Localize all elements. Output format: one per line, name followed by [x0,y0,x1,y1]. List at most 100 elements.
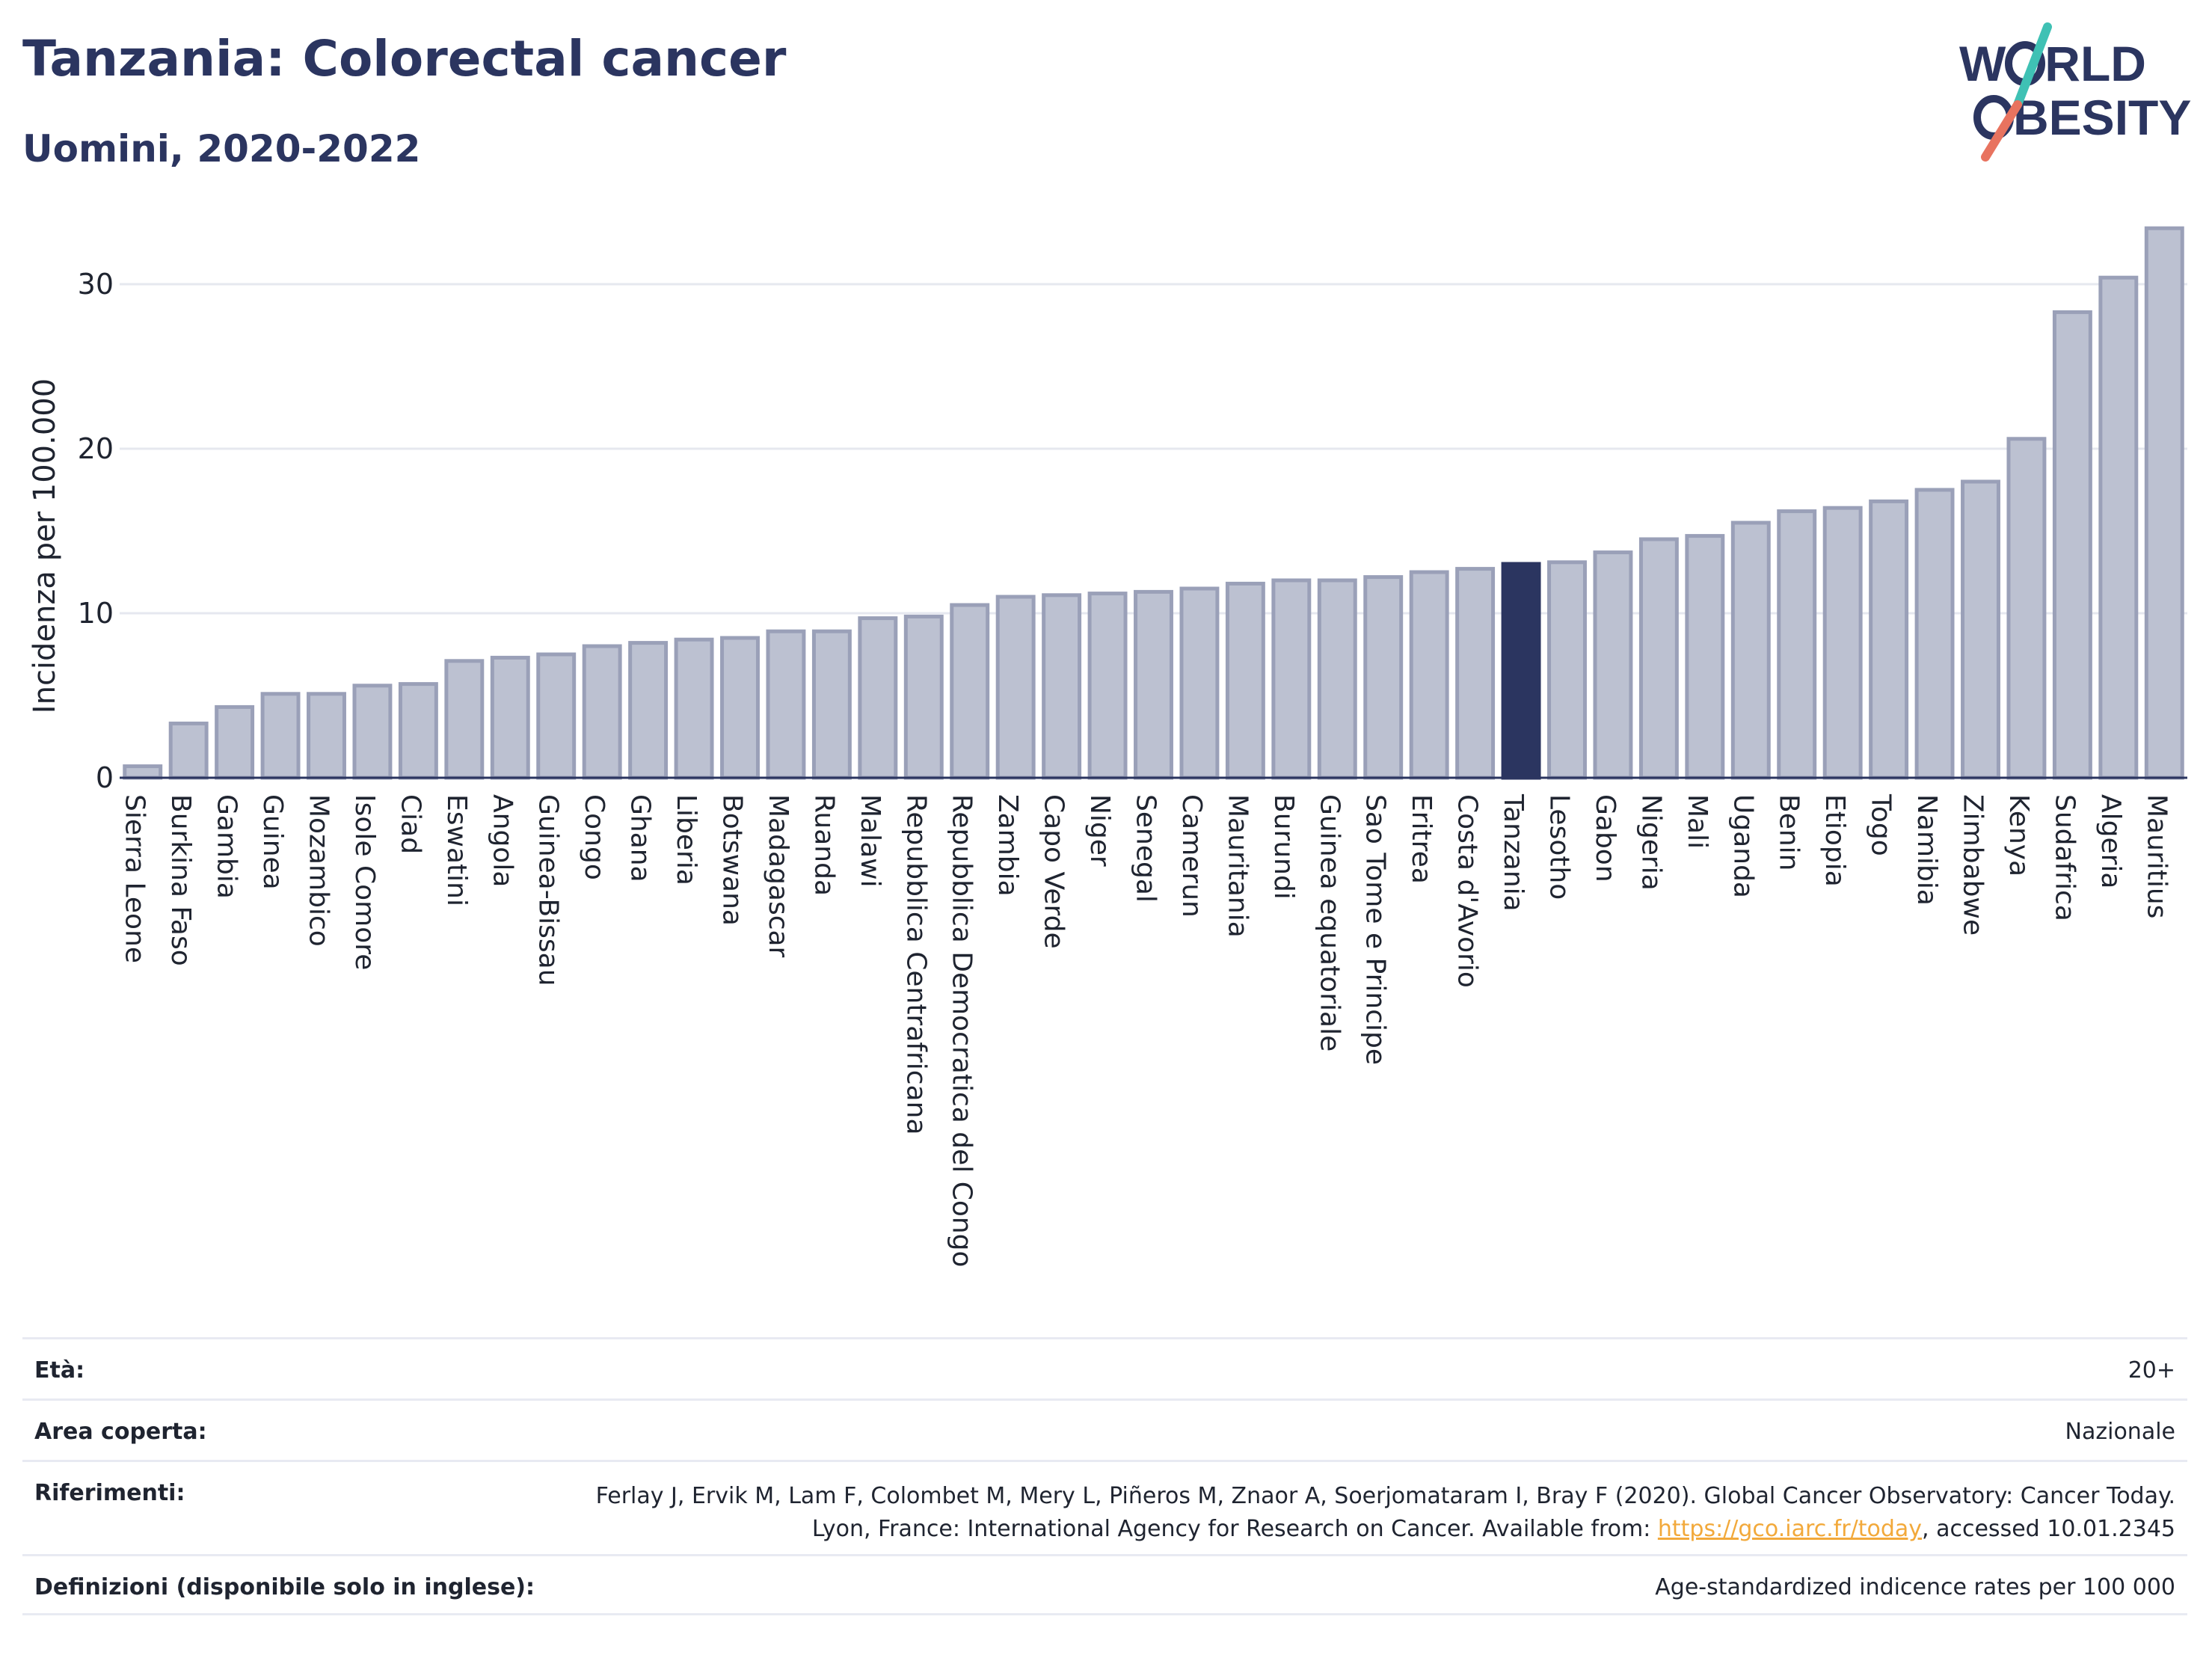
bar-senegal [1134,589,1173,780]
x-tick-label: Costa d'Avorio [1452,794,1483,988]
x-tick-label: Kenya [2003,794,2034,876]
logo-line1-pre: W [1959,36,2006,91]
bar-malawi [858,616,898,780]
bar-kenya [2006,437,2047,780]
x-tick-label: Repubblica Democratica del Congo [947,794,977,1268]
bar-costa-d-avorio [1455,567,1496,780]
area-label: Area coperta: [34,1419,207,1445]
bar-togo [1869,499,1909,780]
logo-line2-post: BESITY [2013,90,2191,145]
references-link[interactable]: https://gco.iarc.fr/today [1657,1516,1923,1542]
x-tick-label: Gambia [212,794,242,899]
definitions-value: Age-standardized indicence rates per 100… [1655,1574,2175,1600]
world-obesity-logo: W RLD BESITY [1959,22,2191,162]
x-tick-label: Eritrea [1406,794,1437,884]
y-axis-label: Incidenza per 100.000 [28,378,62,714]
x-tick-label: Uganda [1727,794,1758,898]
y-tick-label: 0 [96,761,114,794]
bar-zambia [995,595,1036,780]
x-tick-label: Senegal [1131,794,1161,903]
x-tick-label: Isole Comore [349,794,380,970]
bar-ghana [628,641,669,780]
logo-slash-teal [2013,22,2052,109]
bar-burundi [1271,578,1312,780]
references-label: Riferimenti: [34,1480,185,1506]
x-tick-label: Ghana [625,794,656,882]
x-tick-label: Malawi [855,794,885,888]
x-tick-label: Guinea [257,794,288,890]
bar-gambia [215,704,255,780]
x-tick-label: Angola [487,794,517,887]
x-tick-label: Benin [1774,794,1804,871]
bar-niger [1087,592,1128,780]
x-tick-label: Madagascar [763,794,793,958]
references-value: Ferlay J, Ervik M, Lam F, Colombet M, Me… [583,1480,2175,1546]
bar-sierra-leone [123,764,163,780]
bar-guinea [260,692,301,780]
area-value: Nazionale [2065,1419,2175,1445]
info-row-references: Riferimenti: Ferlay J, Ervik M, Lam F, C… [22,1460,2187,1554]
bar-tanzania [1501,562,1541,780]
bar-eritrea [1409,570,1449,780]
bars [120,226,2187,780]
x-tick-label: Etiopia [1819,794,1850,887]
x-tick-label: Tanzania [1498,793,1529,912]
x-tick-label: Botswana [717,794,748,926]
x-tick-label: Liberia [671,794,701,885]
bar-benin [1777,509,1817,780]
x-tick-label: Mali [1682,794,1712,849]
y-tick-label: 10 [78,597,114,630]
x-tick-label: Mauritius [2141,794,2172,918]
x-tick-label: Lesotho [1544,794,1575,900]
x-tick-labels: Sierra Leone Burkina Faso Gambia Guinea Moza… [120,793,2172,1268]
bar-zimbabwe [1961,479,2000,780]
logo-slash-coral [1981,100,2022,162]
y-tick-label: 20 [78,432,114,465]
logo-line1-post: RLD [2044,36,2146,91]
age-label: Età: [34,1357,85,1384]
bar-uganda [1730,521,1771,780]
x-tick-label: Mauritania [1222,794,1253,938]
x-tick-label: Zimbabwe [1958,794,1988,936]
definitions-label: Definizioni (disponibile solo in inglese… [34,1574,535,1600]
x-tick-label: Mozambico [304,794,334,947]
bar-mali [1685,534,1725,780]
bar-capo-verde [1042,593,1082,780]
svg-text:BESITY: BESITY [2013,90,2191,145]
x-tick-label: Camerun [1176,794,1207,918]
x-tick-label: Algeria [2095,794,2126,889]
bar-repubblica-centrafricana [903,614,944,780]
bar-mauritius [2144,226,2184,780]
x-tick-label: Eswatini [441,794,472,906]
x-tick-label: Repubblica Centrafricana [900,794,931,1135]
x-tick-label: Sudafrica [2049,794,2080,921]
bar-burkina-faso [168,721,209,780]
x-tick-label: Guinea-Bissau [533,794,564,986]
bar-angola [490,655,530,780]
bar-eswatini [444,659,485,780]
x-tick-label: Gabon [1590,794,1620,882]
info-row-area: Area coperta: Nazionale [22,1398,2187,1460]
bar-guinea-bissau [536,652,577,780]
references-accessed: , accessed 10.01.2345 [1922,1516,2175,1542]
age-value: 20+ [2127,1357,2175,1384]
info-table: Età: 20+ Area coperta: Nazionale Riferim… [22,1337,2187,1615]
bar-isole-comore [352,684,393,780]
bar-ruanda [811,629,852,780]
references-text: Ferlay J, Ervik M, Lam F, Colombet M, Me… [595,1483,2175,1542]
x-tick-label: Capo Verde [1039,794,1069,949]
bar-botswana [720,636,760,780]
x-tick-label: Congo [579,794,609,880]
y-tick-labels: 0 10 20 30 [78,268,114,794]
x-tick-label: Burundi [1268,794,1299,900]
bar-liberia [674,637,714,780]
x-tick-label: Zambia [992,794,1023,897]
bar-gabon [1593,550,1633,780]
x-tick-label: Nigeria [1635,794,1666,891]
bar-mauritania [1225,581,1265,780]
x-tick-label: Niger [1084,794,1115,867]
bar-ciad [398,682,438,780]
x-tick-label: Namibia [1911,794,1942,906]
chart-subtitle: Uomini, 2020-2022 [22,127,421,171]
